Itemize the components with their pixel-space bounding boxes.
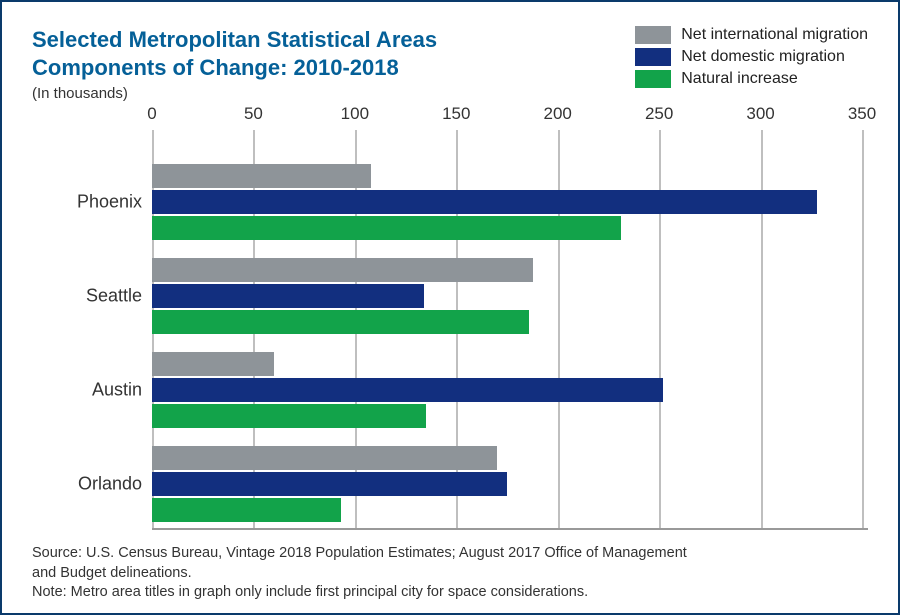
x-tick-label: 200 bbox=[544, 104, 572, 124]
bar bbox=[152, 284, 424, 308]
bar bbox=[152, 472, 507, 496]
category-label: Austin bbox=[92, 380, 142, 401]
plot-region: 050100150200250300350 bbox=[152, 130, 868, 530]
legend-item: Natural increase bbox=[635, 70, 868, 88]
chart-card: Selected Metropolitan Statistical Areas … bbox=[0, 0, 900, 615]
category-label: Phoenix bbox=[77, 192, 142, 213]
x-tick-label: 250 bbox=[645, 104, 673, 124]
category-label: Orlando bbox=[78, 474, 142, 495]
x-tick-label: 300 bbox=[746, 104, 774, 124]
bar bbox=[152, 446, 497, 470]
legend-swatch bbox=[635, 48, 671, 66]
header-row: Selected Metropolitan Statistical Areas … bbox=[32, 26, 868, 102]
chart-area: Phoenix Seattle Austin Orlando 050100150200… bbox=[32, 130, 868, 530]
footer-line: Note: Metro area titles in graph only in… bbox=[32, 583, 868, 603]
legend: Net international migration Net domestic… bbox=[635, 26, 868, 92]
bar bbox=[152, 404, 426, 428]
legend-swatch bbox=[635, 70, 671, 88]
chart-subtitle: (In thousands) bbox=[32, 85, 437, 102]
x-tick-label: 0 bbox=[147, 104, 156, 124]
gridline bbox=[862, 130, 864, 528]
legend-label: Natural increase bbox=[681, 70, 798, 88]
legend-label: Net international migration bbox=[681, 26, 868, 44]
bar bbox=[152, 310, 529, 334]
y-axis-labels: Phoenix Seattle Austin Orlando bbox=[32, 130, 152, 530]
legend-item: Net domestic migration bbox=[635, 48, 868, 66]
bar bbox=[152, 216, 621, 240]
bar bbox=[152, 498, 341, 522]
x-tick-label: 150 bbox=[442, 104, 470, 124]
bar bbox=[152, 190, 817, 214]
chart-title-line1: Selected Metropolitan Statistical Areas bbox=[32, 26, 437, 54]
bar bbox=[152, 378, 663, 402]
legend-swatch bbox=[635, 26, 671, 44]
chart-title-line2: Components of Change: 2010-2018 bbox=[32, 54, 437, 82]
footer-line: and Budget delineations. bbox=[32, 564, 868, 584]
category-label: Seattle bbox=[86, 286, 142, 307]
x-tick-label: 50 bbox=[244, 104, 263, 124]
legend-label: Net domestic migration bbox=[681, 48, 845, 66]
title-block: Selected Metropolitan Statistical Areas … bbox=[32, 26, 437, 102]
x-axis-labels: 050100150200250300350 bbox=[152, 104, 868, 126]
bar bbox=[152, 352, 274, 376]
footer-line: Source: U.S. Census Bureau, Vintage 2018… bbox=[32, 544, 868, 564]
bar bbox=[152, 164, 371, 188]
source-note: Source: U.S. Census Bureau, Vintage 2018… bbox=[32, 544, 868, 603]
x-tick-label: 100 bbox=[341, 104, 369, 124]
bar bbox=[152, 258, 533, 282]
legend-item: Net international migration bbox=[635, 26, 868, 44]
x-tick-label: 350 bbox=[848, 104, 876, 124]
